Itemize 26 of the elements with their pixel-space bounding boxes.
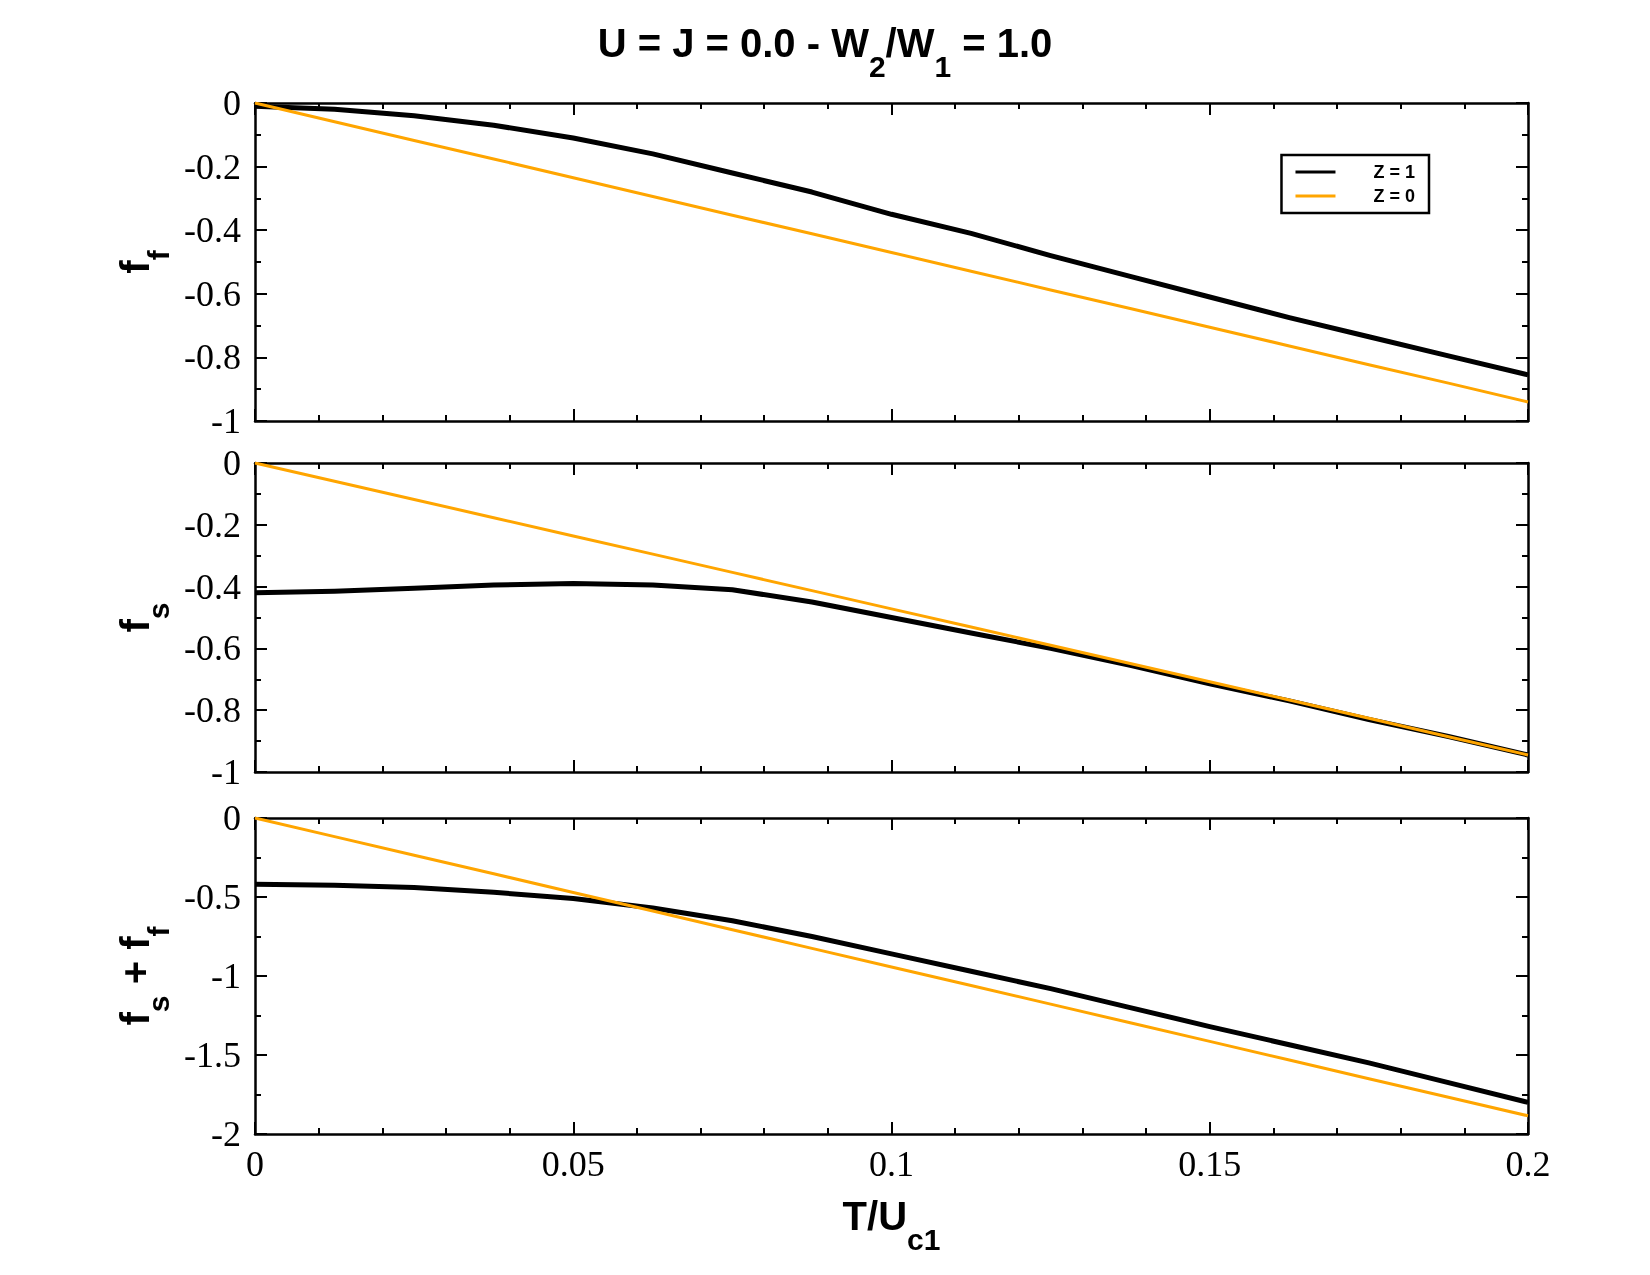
y-axis-title: ff — [113, 249, 175, 274]
y-tick-label: -1 — [211, 401, 241, 441]
y-tick-label: -0.8 — [184, 690, 241, 731]
y-tick-label: -1 — [211, 752, 241, 792]
legend-label: Z = 0 — [1373, 186, 1416, 206]
y-tick-label: -0.2 — [184, 504, 241, 545]
y-tick-label: -0.5 — [184, 877, 241, 917]
y-tick-label: -0.2 — [184, 146, 241, 187]
y-tick-label: -0.4 — [184, 566, 241, 607]
x-tick-label: 0.1 — [869, 1144, 914, 1184]
y-tick-label: -0.4 — [184, 210, 241, 251]
y-tick-label: -1.5 — [184, 1035, 241, 1075]
legend-label: Z = 1 — [1373, 162, 1416, 182]
y-axis-title: fs — [113, 602, 175, 633]
y-tick-label: -0.6 — [184, 273, 241, 314]
x-tick-label: 0.05 — [541, 1144, 605, 1184]
x-tick-label: 0.15 — [1178, 1144, 1242, 1184]
x-tick-label: 0.2 — [1505, 1144, 1551, 1184]
y-tick-label: -2 — [211, 1114, 241, 1154]
y-tick-label: -0.8 — [184, 337, 241, 378]
y-tick-label: 0 — [223, 798, 241, 838]
y-tick-label: -0.6 — [184, 628, 241, 669]
y-tick-label: -1 — [211, 956, 241, 996]
y-tick-label: 0 — [223, 443, 241, 483]
y-tick-label: 0 — [223, 83, 241, 123]
y-axis-title: fs + ff — [113, 925, 175, 1026]
